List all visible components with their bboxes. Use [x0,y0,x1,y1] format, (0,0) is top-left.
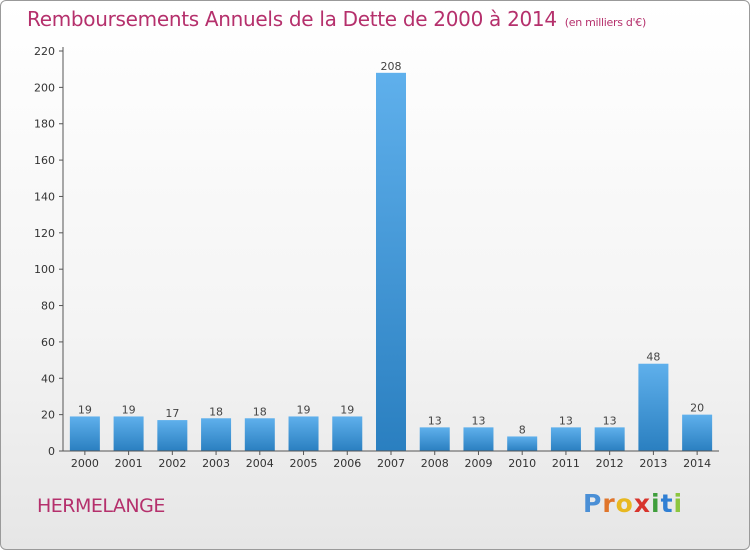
x-tick-label-2001: 2001 [115,457,143,470]
x-tick-label-2014: 2014 [683,457,711,470]
x-tick-label-2009: 2009 [464,457,492,470]
y-tick-label-100: 100 [34,263,55,276]
x-tick-label-2011: 2011 [552,457,580,470]
bar-2008 [419,427,450,451]
bar-2012 [594,427,625,451]
bar-2000 [69,416,100,451]
data-label-2013: 48 [646,351,660,364]
data-label-2005: 19 [297,403,311,416]
y-tick-label-60: 60 [41,336,55,349]
bar-2005 [288,416,319,451]
bar-2010 [507,436,538,451]
bar-2009 [463,427,494,451]
data-label-2014: 20 [690,402,704,415]
x-tick-label-2005: 2005 [290,457,318,470]
y-tick-label-180: 180 [34,118,55,131]
bar-2011 [550,427,581,451]
x-tick-label-2010: 2010 [508,457,536,470]
data-label-2006: 19 [340,403,354,416]
y-tick-label-40: 40 [41,372,55,385]
place-name: HERMELANGE [37,495,165,517]
x-tick-label-2013: 2013 [639,457,667,470]
x-tick-label-2003: 2003 [202,457,230,470]
bar-2013 [638,363,669,451]
y-tick-label-0: 0 [48,445,55,458]
bar-2001 [113,416,144,451]
x-tick-label-2008: 2008 [421,457,449,470]
title-text: Remboursements Annuels de la Dette de 20… [27,7,557,31]
bar-2004 [244,418,275,451]
y-tick-label-160: 160 [34,154,55,167]
bar-2003 [201,418,232,451]
data-label-2004: 18 [253,405,267,418]
bar-2006 [332,416,363,451]
bar-2007 [376,72,406,452]
data-label-2008: 13 [428,414,442,427]
title-unit: (en milliers d'€) [564,16,646,29]
proxiti-logo: Proxiti [583,489,684,518]
x-tick-label-2007: 2007 [377,457,405,470]
x-tick-label-2004: 2004 [246,457,274,470]
y-tick-label-80: 80 [41,300,55,313]
data-label-2003: 18 [209,405,223,418]
y-tick-label-120: 120 [34,227,55,240]
data-label-2009: 13 [471,414,485,427]
data-label-2000: 19 [78,403,92,416]
y-tick-label-220: 220 [34,45,55,58]
y-tick-label-200: 200 [34,81,55,94]
data-label-2002: 17 [165,407,179,420]
data-label-2007: 208 [381,60,402,73]
x-tick-label-2006: 2006 [333,457,361,470]
data-label-2001: 19 [122,403,136,416]
data-label-2012: 13 [603,414,617,427]
y-tick-label-140: 140 [34,190,55,203]
y-tick-label-20: 20 [41,409,55,422]
data-label-2011: 13 [559,414,573,427]
chart-title: Remboursements Annuels de la Dette de 20… [27,7,646,31]
x-tick-label-2012: 2012 [596,457,624,470]
bar-2014 [682,414,713,451]
x-tick-label-2000: 2000 [71,457,99,470]
x-tick-label-2002: 2002 [158,457,186,470]
data-label-2010: 8 [519,423,526,436]
bar-2002 [157,420,188,451]
